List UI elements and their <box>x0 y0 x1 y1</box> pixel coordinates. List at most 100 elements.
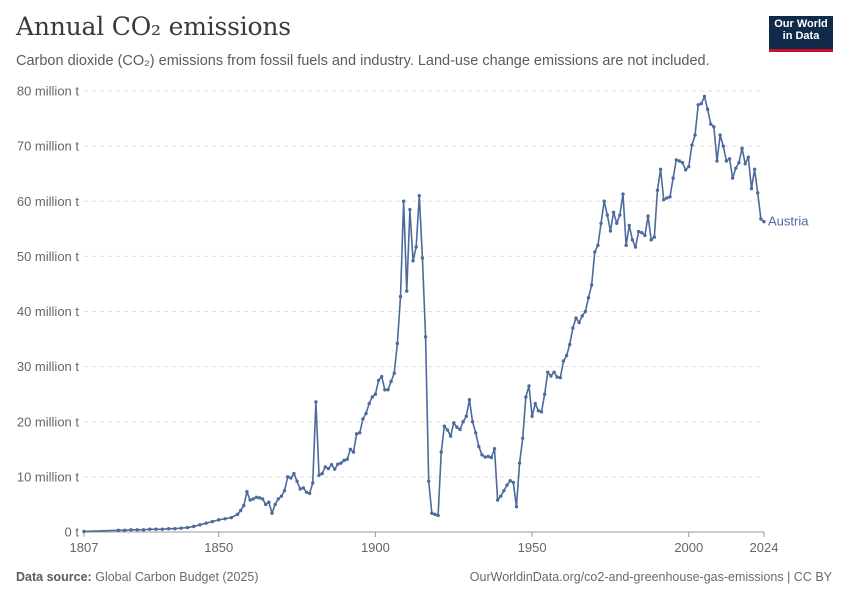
data-point <box>427 479 431 483</box>
data-point <box>141 528 146 532</box>
x-tick-label: 1900 <box>361 540 390 555</box>
data-point <box>549 374 553 378</box>
data-point <box>298 487 302 491</box>
data-point <box>423 335 428 339</box>
owid-logo[interactable]: Our World in Data <box>769 16 833 52</box>
data-point <box>389 379 393 384</box>
data-point <box>561 359 566 363</box>
data-point <box>351 450 356 454</box>
data-point <box>270 511 274 515</box>
x-tick-label: 2024 <box>750 540 779 555</box>
data-point <box>414 245 418 249</box>
data-point <box>123 528 127 533</box>
data-point <box>636 229 641 234</box>
data-point <box>148 527 152 531</box>
series-label: Austria <box>768 214 809 229</box>
data-point <box>517 461 522 465</box>
data-point <box>542 392 547 396</box>
data-point <box>439 450 443 454</box>
x-tick-label: 1950 <box>518 540 547 555</box>
data-point <box>282 488 287 493</box>
data-point <box>295 479 299 483</box>
data-point <box>583 309 588 314</box>
data-point <box>285 475 290 479</box>
license-link[interactable]: OurWorldinData.org/co2-and-greenhouse-ga… <box>469 570 832 584</box>
data-point <box>185 525 190 530</box>
data-point <box>652 235 657 239</box>
data-point <box>558 375 563 380</box>
data-point <box>674 158 678 162</box>
data-point <box>129 528 133 532</box>
data-point <box>229 515 233 520</box>
data-point <box>756 191 760 195</box>
data-point <box>630 238 635 242</box>
data-point <box>354 432 359 436</box>
data-point <box>486 454 490 459</box>
data-source: Data source: Global Carbon Budget (2025) <box>16 570 259 584</box>
data-point <box>276 497 280 501</box>
data-point <box>380 374 384 379</box>
data-point <box>505 483 509 487</box>
data-point <box>702 94 707 99</box>
data-point <box>611 210 616 214</box>
data-point <box>267 500 271 504</box>
data-point <box>254 495 259 499</box>
data-point <box>395 341 400 346</box>
data-point <box>577 320 581 325</box>
data-point <box>461 420 465 424</box>
data-point <box>734 166 738 170</box>
data-point <box>715 159 719 163</box>
data-point <box>430 511 434 515</box>
data-point <box>329 463 334 467</box>
data-point <box>238 508 243 513</box>
x-tick-label: 2000 <box>674 540 703 555</box>
data-point <box>521 436 525 440</box>
data-point <box>273 502 277 507</box>
data-point <box>326 466 331 471</box>
y-tick-label: 70 million t <box>17 139 80 154</box>
data-point <box>364 411 368 416</box>
data-point <box>759 217 763 221</box>
data-point <box>705 107 710 111</box>
data-point <box>649 238 653 242</box>
chart-title: Annual CO₂ emissions <box>16 12 291 41</box>
data-point <box>615 221 619 225</box>
data-point <box>524 395 528 399</box>
data-point <box>555 375 559 379</box>
data-point <box>154 527 158 531</box>
data-point <box>373 392 378 396</box>
data-point <box>687 164 691 169</box>
y-tick-label: 40 million t <box>17 304 80 319</box>
data-point <box>580 314 584 318</box>
data-point <box>411 259 415 263</box>
data-point <box>204 521 208 525</box>
data-point <box>530 414 534 418</box>
data-point <box>662 197 666 202</box>
data-point <box>502 488 506 493</box>
data-point <box>320 471 324 476</box>
data-point <box>452 421 456 425</box>
logo-line-2: in Data <box>782 30 820 42</box>
data-point <box>658 167 663 171</box>
data-point <box>82 529 86 534</box>
data-point <box>536 409 541 413</box>
data-point <box>564 353 569 358</box>
data-point <box>474 431 478 435</box>
data-point <box>571 326 575 330</box>
data-point <box>445 428 450 432</box>
data-point <box>696 103 700 107</box>
data-point <box>242 503 246 508</box>
data-point <box>420 256 425 260</box>
data-point <box>367 401 371 406</box>
data-point <box>401 199 406 203</box>
data-point <box>586 296 591 300</box>
data-point <box>718 133 722 137</box>
data-point <box>480 453 484 457</box>
data-point <box>593 250 597 254</box>
data-point <box>730 176 735 180</box>
data-point <box>405 289 409 293</box>
data-source-link[interactable]: Global Carbon Budget (2025) <box>95 570 259 584</box>
data-point <box>301 486 306 490</box>
data-point <box>160 527 165 531</box>
data-point <box>552 370 556 374</box>
